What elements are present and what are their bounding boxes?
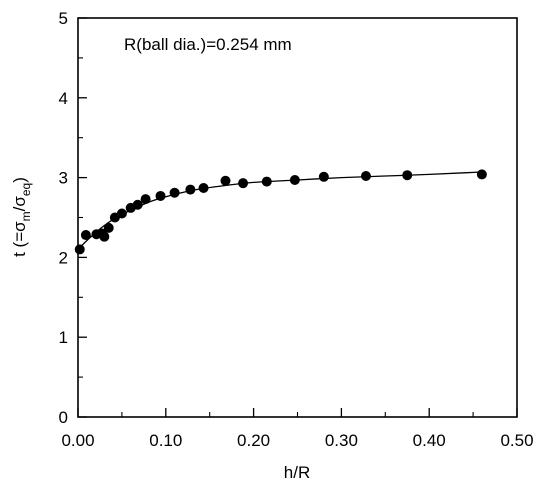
x-tick-label: 0.40	[413, 431, 446, 450]
data-point	[103, 222, 114, 233]
data-points	[74, 169, 487, 255]
data-point	[220, 175, 231, 186]
data-point	[261, 176, 272, 187]
y-axis-title-mid: /σ	[10, 196, 29, 212]
y-tick-labels: 0 1 2 3 4 5	[59, 9, 68, 427]
y-tick-label: 3	[59, 169, 68, 188]
data-point	[198, 182, 209, 193]
y-axis-title-sub-eq: eq	[19, 183, 33, 196]
data-point	[238, 178, 249, 189]
y-tick-label: 2	[59, 248, 68, 267]
fit-curve	[77, 171, 482, 250]
x-tick-label: 0.00	[61, 431, 94, 450]
data-point	[289, 174, 300, 185]
y-axis-title: t (=σm/σeq)	[10, 177, 33, 257]
data-point	[169, 187, 180, 198]
data-point	[116, 208, 127, 219]
x-tick-label: 0.50	[500, 431, 533, 450]
y-axis-title-suffix: )	[10, 177, 29, 183]
x-axis-title: h/R	[284, 463, 310, 482]
data-point	[80, 230, 91, 241]
y-tick-label: 1	[59, 328, 68, 347]
data-point	[99, 231, 110, 242]
tick-marks	[77, 17, 518, 418]
x-tick-label: 0.20	[237, 431, 270, 450]
x-tick-label: 0.30	[325, 431, 358, 450]
data-point	[132, 199, 143, 210]
annotation-label: R(ball dia.)=0.254 mm	[124, 35, 292, 54]
data-point	[318, 171, 329, 182]
data-point	[155, 190, 166, 201]
data-point	[476, 169, 487, 180]
y-tick-label: 5	[59, 9, 68, 28]
data-point	[360, 171, 371, 182]
data-point	[402, 170, 413, 181]
y-axis-title-prefix: t (=σ	[10, 221, 29, 257]
y-axis-title-sub-m: m	[19, 211, 33, 221]
data-point	[140, 194, 151, 205]
data-point	[74, 244, 85, 255]
y-tick-label: 0	[59, 408, 68, 427]
plot-frame	[77, 17, 518, 418]
x-tick-labels: 0.00 0.10 0.20 0.30 0.40 0.50	[61, 431, 533, 450]
y-tick-label: 4	[59, 89, 68, 108]
data-point	[185, 184, 196, 195]
plot-area	[74, 17, 518, 418]
x-tick-label: 0.10	[149, 431, 182, 450]
